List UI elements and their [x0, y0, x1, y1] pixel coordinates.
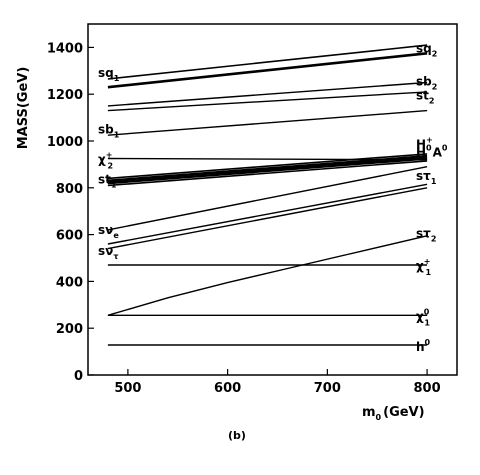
curve-sq1-b-	[107, 52, 428, 89]
label-chi2: χ+ 2	[98, 151, 113, 171]
curve-stau2	[107, 235, 428, 316]
y-tick-label: 600	[56, 229, 83, 244]
label-h0: h0	[416, 338, 431, 354]
mass-curves	[107, 44, 428, 346]
curve-stau1	[107, 166, 428, 231]
label-ha0: H0A0	[416, 144, 448, 160]
x-axis-title-rest: (GeV)	[383, 405, 424, 420]
curve-sb1	[107, 109, 428, 136]
y-tick-label: 1000	[47, 135, 83, 150]
x-axis-title-sub: 0	[376, 413, 382, 422]
y-tick-label: 1200	[47, 88, 83, 103]
plot-frame	[87, 23, 458, 376]
label-hplus: H+	[416, 136, 433, 152]
x-tick-label: 600	[214, 381, 241, 396]
label-chi10: χ0 1	[416, 308, 430, 328]
curve-st1	[107, 160, 428, 187]
label-st1: st1	[98, 173, 117, 190]
y-tick-label: 0	[74, 369, 83, 384]
x-tick-label: 500	[114, 381, 141, 396]
curve-sb2	[107, 81, 428, 107]
curve-st2	[107, 91, 428, 112]
axis-ticks: 0 200 400 600 800 1000 1200 1400 500 600 700 800	[47, 41, 441, 396]
label-chi1plus: χ+ 1	[416, 257, 431, 277]
curve-h-	[107, 153, 428, 180]
x-axis-title-base: m	[362, 405, 376, 420]
curve-h0	[107, 154, 428, 183]
x-tick-label: 800	[414, 381, 441, 396]
x-axis-title: m0 (GeV)	[362, 405, 425, 422]
y-tick-label: 1400	[47, 41, 83, 56]
curve-snu-e	[107, 183, 428, 245]
x-tick-label: 700	[314, 381, 341, 396]
label-snu_e: sνe	[98, 223, 119, 240]
curve-snu-tau	[107, 187, 428, 250]
y-tick-label: 200	[56, 322, 83, 337]
panel-label: (b)	[228, 429, 246, 442]
y-axis-title: MASS(GeV)	[16, 67, 31, 150]
label-sb2: sb2	[416, 74, 437, 91]
label-sb1: sb1	[98, 122, 120, 139]
curve-sq2	[107, 44, 428, 80]
label-stau2: sτ2	[416, 226, 436, 243]
label-sq2: sq2	[416, 42, 437, 59]
label-sq1: sq1	[98, 66, 120, 83]
label-snu_tau: sντ	[98, 244, 118, 261]
y-tick-label: 800	[56, 182, 83, 197]
curve-a0	[107, 157, 428, 185]
y-tick-label: 400	[56, 275, 83, 290]
label-st2: st2	[416, 88, 434, 105]
label-stau1: sτ1	[416, 169, 437, 186]
